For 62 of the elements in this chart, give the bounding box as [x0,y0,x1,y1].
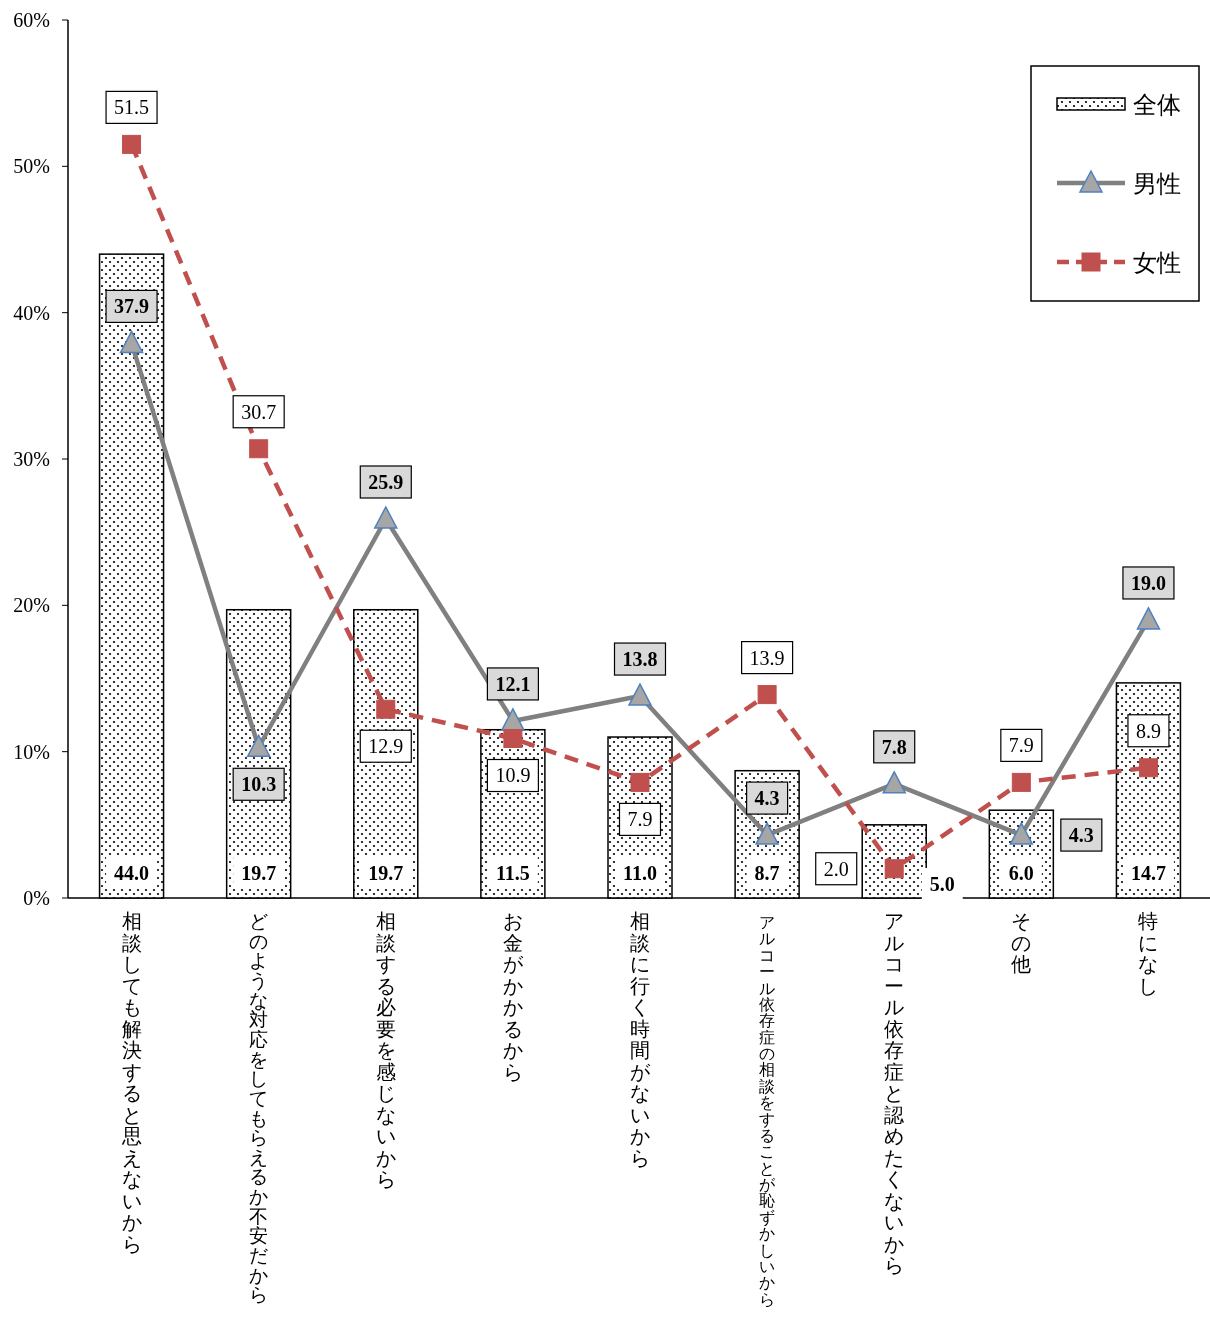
data-label: 19.7 [368,862,404,884]
point [628,683,652,706]
point [376,699,396,719]
data-label: 10.9 [495,764,531,787]
category-label: アルコール依存症の相談をすることが恥ずかしいから [759,914,776,1308]
point [374,506,398,529]
legend-label: 男性 [1133,171,1181,197]
data-label: 7.9 [627,808,653,831]
data-label: 11.0 [623,862,657,884]
data-label: 13.8 [622,648,658,671]
legend-label: 女性 [1133,250,1181,276]
point [757,685,777,705]
data-label: 7.9 [1008,734,1034,757]
point [249,439,269,459]
data-label: 4.3 [1068,824,1094,847]
x-tick-label: 特になし [1138,910,1159,997]
data-label: 8.9 [1135,719,1161,742]
data-label: 44.0 [114,862,150,884]
category-label: 相談しても解決すると思えないから [121,910,142,1255]
x-tick-label: お金がかかるから [502,910,524,1083]
y-tick-label: 60% [13,9,50,31]
point [122,134,142,154]
data-label: 19.0 [1130,571,1166,594]
point [503,729,523,748]
data-label: 6.0 [1008,862,1034,884]
data-label: 4.3 [754,787,780,810]
category-label: アルコール依存症と認めたくないから [884,910,905,1276]
data-label: 11.5 [495,862,530,884]
data-label: 10.3 [241,773,277,796]
y-tick-label: 40% [13,301,50,324]
data-label: 7.8 [881,735,907,758]
y-tick-label: 10% [13,740,50,763]
data-label: 12.1 [495,672,531,695]
category-label: どのような対応をしてもらえるか不安だから [249,911,269,1306]
data-label: 13.9 [749,646,785,669]
point [1011,772,1031,792]
data-label: 25.9 [368,471,404,493]
data-label: 2.0 [823,857,849,880]
data-label: 19.7 [241,862,277,884]
data-label: 51.5 [114,96,150,119]
x-tick-label: その他 [1011,910,1032,975]
category-label: 相談に行く時間がないから [630,910,650,1169]
point [882,771,906,794]
point [630,772,650,792]
point [755,822,779,845]
category-label: 相談する必要を感じないから [375,910,396,1190]
point [246,734,271,758]
point [119,330,144,354]
legend-label: 全体 [1133,92,1181,118]
y-tick-label: 20% [13,594,50,617]
point [1136,607,1161,630]
data-label: 8.7 [754,862,780,884]
point [1009,822,1034,845]
data-label: 5.0 [929,873,955,895]
data-label: 30.7 [241,400,277,423]
y-tick-label: 50% [13,155,50,178]
y-tick-label: 0% [23,887,50,909]
point [1138,758,1158,778]
data-label: 14.7 [1130,862,1166,884]
data-label: 12.9 [368,735,404,758]
data-label: 37.9 [114,295,150,318]
y-tick-label: 30% [13,448,50,470]
